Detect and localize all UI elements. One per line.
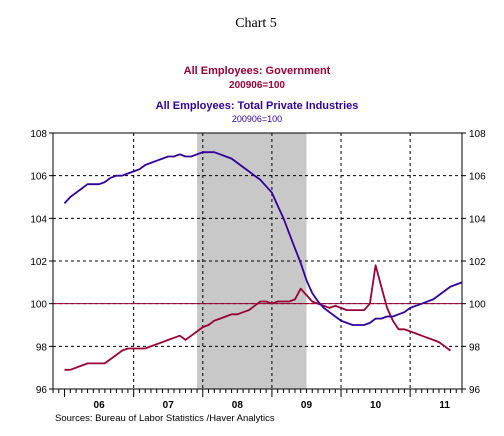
series-line-private	[63, 151, 463, 326]
y-tick-label-left: 106	[30, 172, 47, 183]
y-tick-label-right: 106	[469, 172, 486, 183]
y-tick-label-right: 100	[469, 300, 486, 311]
x-tick-label: 10	[370, 400, 382, 411]
y-tick-label-left: 102	[30, 257, 47, 268]
x-tick-label: 08	[232, 400, 244, 411]
source-note: Sources: Bureau of Labor Statistics /Hav…	[55, 413, 275, 424]
chart-title: Chart 5	[235, 16, 277, 31]
series-title-private: All Employees: Total Private Industries	[156, 100, 359, 112]
y-tick-label-left: 108	[30, 129, 47, 140]
y-tick-label-left: 104	[30, 214, 47, 225]
series-subtitle-government: 200906=100	[229, 80, 285, 91]
y-tick-label-right: 104	[469, 214, 486, 225]
series-lines	[63, 151, 463, 371]
y-tick-label-right: 102	[469, 257, 486, 268]
y-tick-label-left: 96	[36, 385, 48, 396]
y-tick-label-left: 98	[36, 342, 48, 353]
axes: 96 96 98 98 100 100 102 102 104 104 106 106 108 108 06…	[30, 129, 486, 411]
x-tick-label: 11	[439, 400, 450, 411]
series-subtitle-private: 200906=100	[232, 114, 282, 124]
y-tick-label-right: 108	[469, 129, 486, 140]
x-tick-label: 06	[94, 400, 106, 411]
y-tick-label-right: 96	[469, 385, 481, 396]
y-tick-label-left: 100	[30, 300, 47, 311]
x-tick-label: 09	[301, 400, 313, 411]
series-line-government	[64, 264, 452, 371]
y-tick-label-right: 98	[469, 342, 481, 353]
x-tick-label: 07	[163, 400, 175, 411]
series-title-government: All Employees: Government	[184, 65, 331, 77]
